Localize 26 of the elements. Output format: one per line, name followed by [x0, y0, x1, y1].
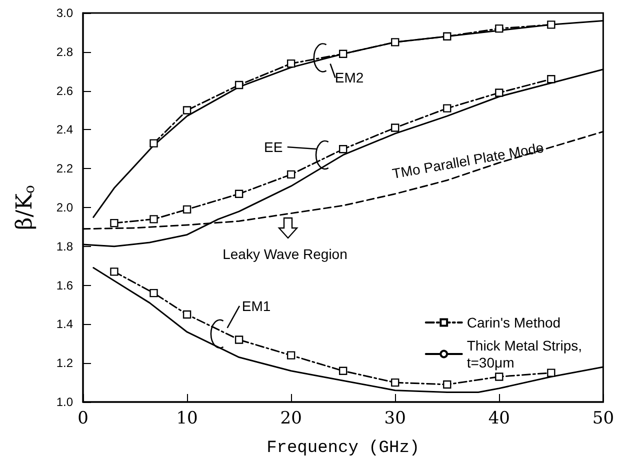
y-tick-label: 1.2 — [56, 356, 74, 370]
y-tick-label: 2.6 — [56, 84, 74, 98]
y-tick-label: 2.2 — [56, 162, 74, 176]
y-tick-label: 2.4 — [56, 122, 74, 137]
x-tick-label: 40 — [488, 408, 510, 428]
y-tick-label: 1.8 — [56, 239, 74, 254]
y-tick-label: 2.0 — [56, 200, 74, 214]
legend-label: Thick Metal Strips, t=30μm — [466, 338, 582, 370]
x-tick-label: 50 — [592, 408, 614, 428]
x-tick-label: 20 — [280, 408, 302, 428]
x-tick-label: 10 — [176, 408, 198, 428]
annotation: TMo Parallel Plate Mode — [391, 139, 546, 182]
x-axis-title: Frequency (GHz) — [266, 439, 420, 458]
annotation: EM2 — [334, 70, 364, 86]
annotation: EE — [264, 138, 283, 155]
x-tick-label: 30 — [384, 408, 406, 428]
legend-label: Carin's Method — [466, 314, 561, 330]
y-axis-title: β/Ko — [12, 185, 38, 230]
y-tick-label: 2.8 — [56, 44, 74, 59]
annotation: EM1 — [242, 298, 271, 314]
y-tick-label: 1.6 — [56, 278, 74, 292]
y-tick-label: 1.0 — [56, 395, 74, 409]
y-tick-label: 1.4 — [56, 317, 74, 332]
y-tick-label: 3.0 — [56, 6, 74, 20]
x-tick-label: 0 — [78, 408, 88, 428]
annotation: Leaky Wave Region — [222, 246, 348, 262]
